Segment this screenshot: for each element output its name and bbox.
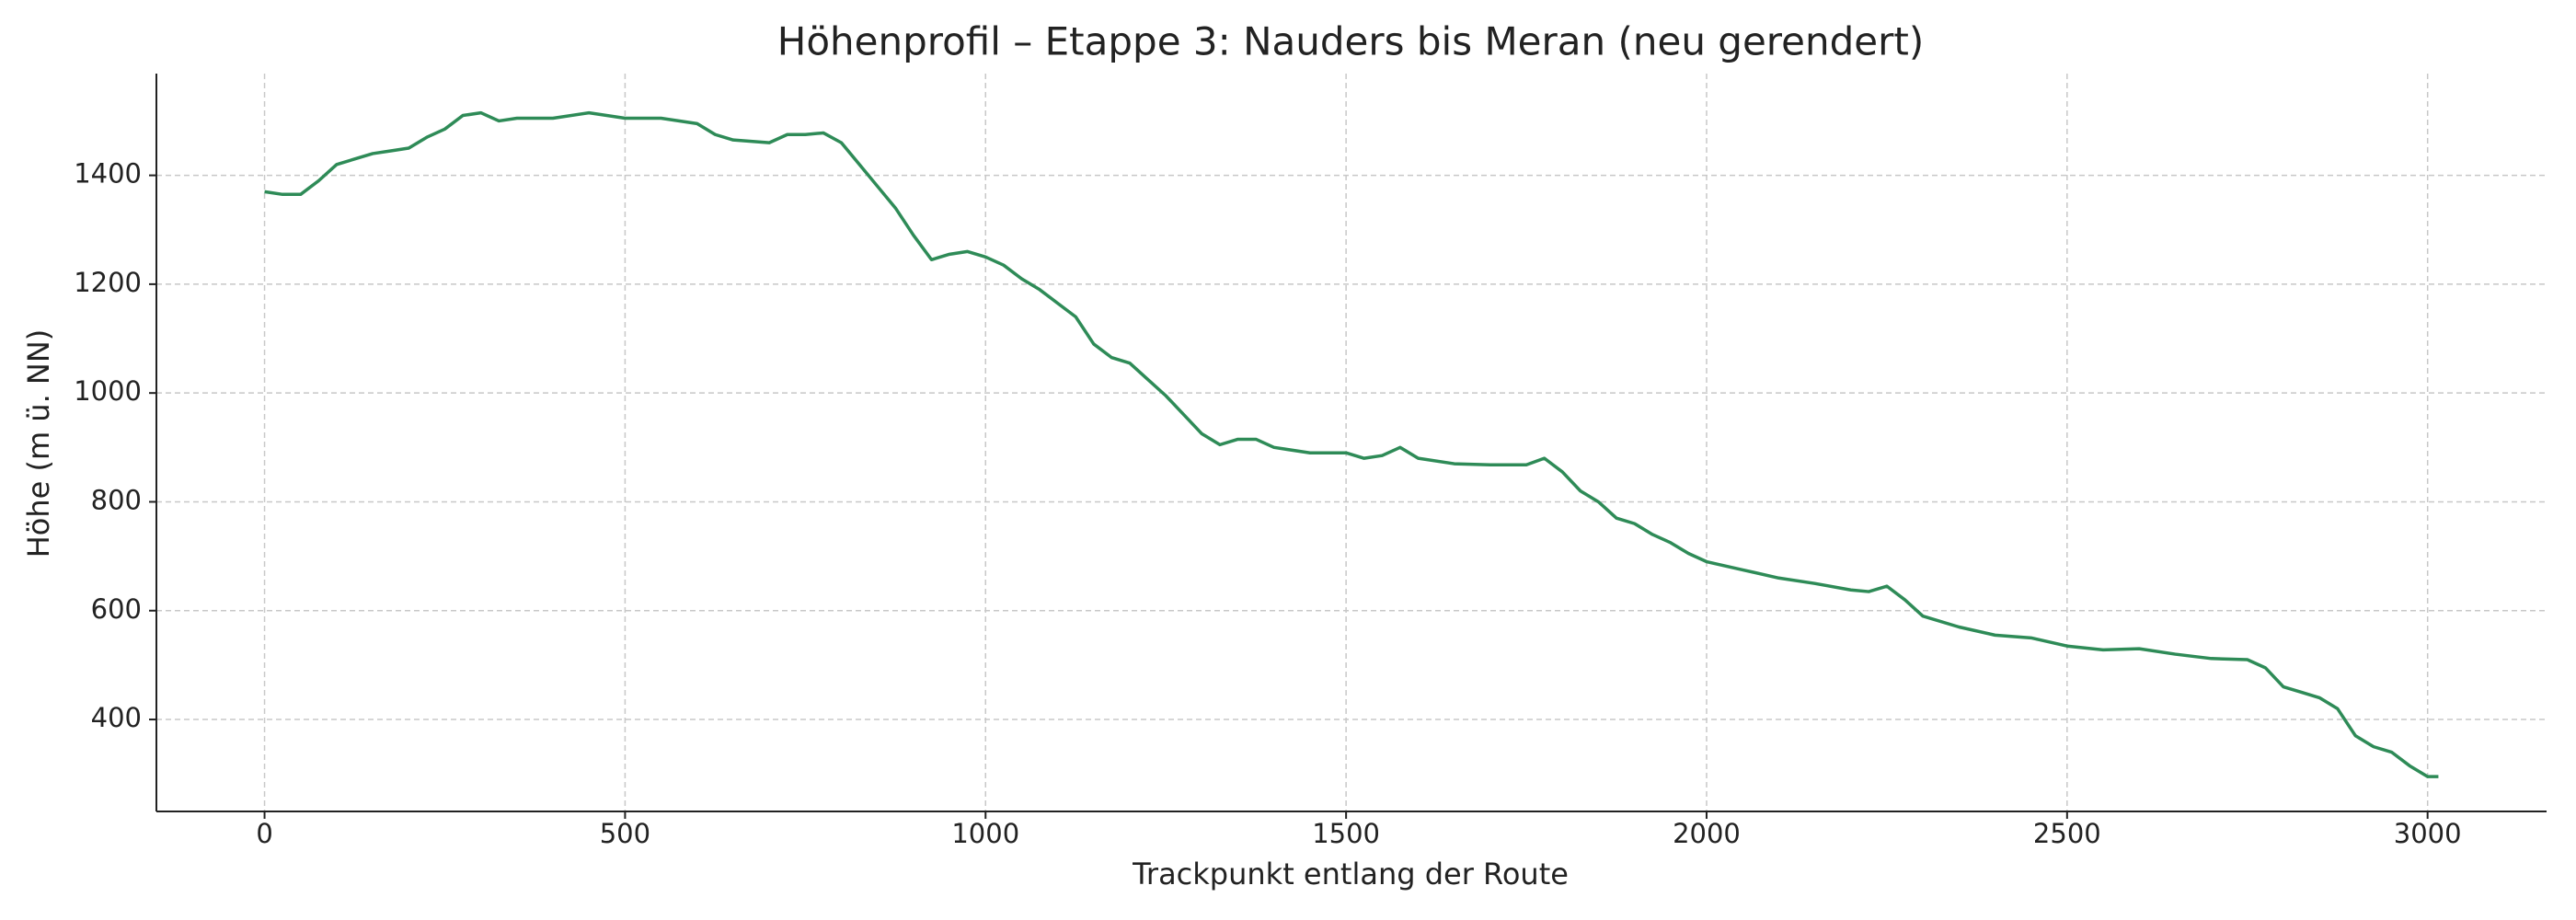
x-tick-label: 1500 bbox=[1312, 818, 1380, 849]
x-tick-label: 1000 bbox=[951, 818, 1019, 849]
y-tick-label: 1400 bbox=[74, 158, 142, 190]
y-tick-label: 600 bbox=[91, 593, 142, 625]
y-tick-label: 1000 bbox=[74, 375, 142, 407]
y-axis-label: Höhe (m ü. NN) bbox=[21, 329, 56, 558]
x-tick-label: 500 bbox=[600, 818, 650, 849]
x-tick-label: 2500 bbox=[2033, 818, 2101, 849]
x-tick-label: 3000 bbox=[2394, 818, 2462, 849]
y-tick-label: 400 bbox=[91, 702, 142, 733]
x-tick-label: 0 bbox=[256, 818, 272, 849]
elevation-line bbox=[264, 110, 2439, 778]
x-tick-label: 2000 bbox=[1673, 818, 1741, 849]
chart-title: Höhenprofil – Etappe 3: Nauders bis Mera… bbox=[777, 19, 1925, 64]
y-tick-label: 1200 bbox=[74, 267, 142, 298]
y-tick-label: 800 bbox=[91, 484, 142, 515]
x-axis-label: Trackpunkt entlang der Route bbox=[1132, 857, 1569, 891]
